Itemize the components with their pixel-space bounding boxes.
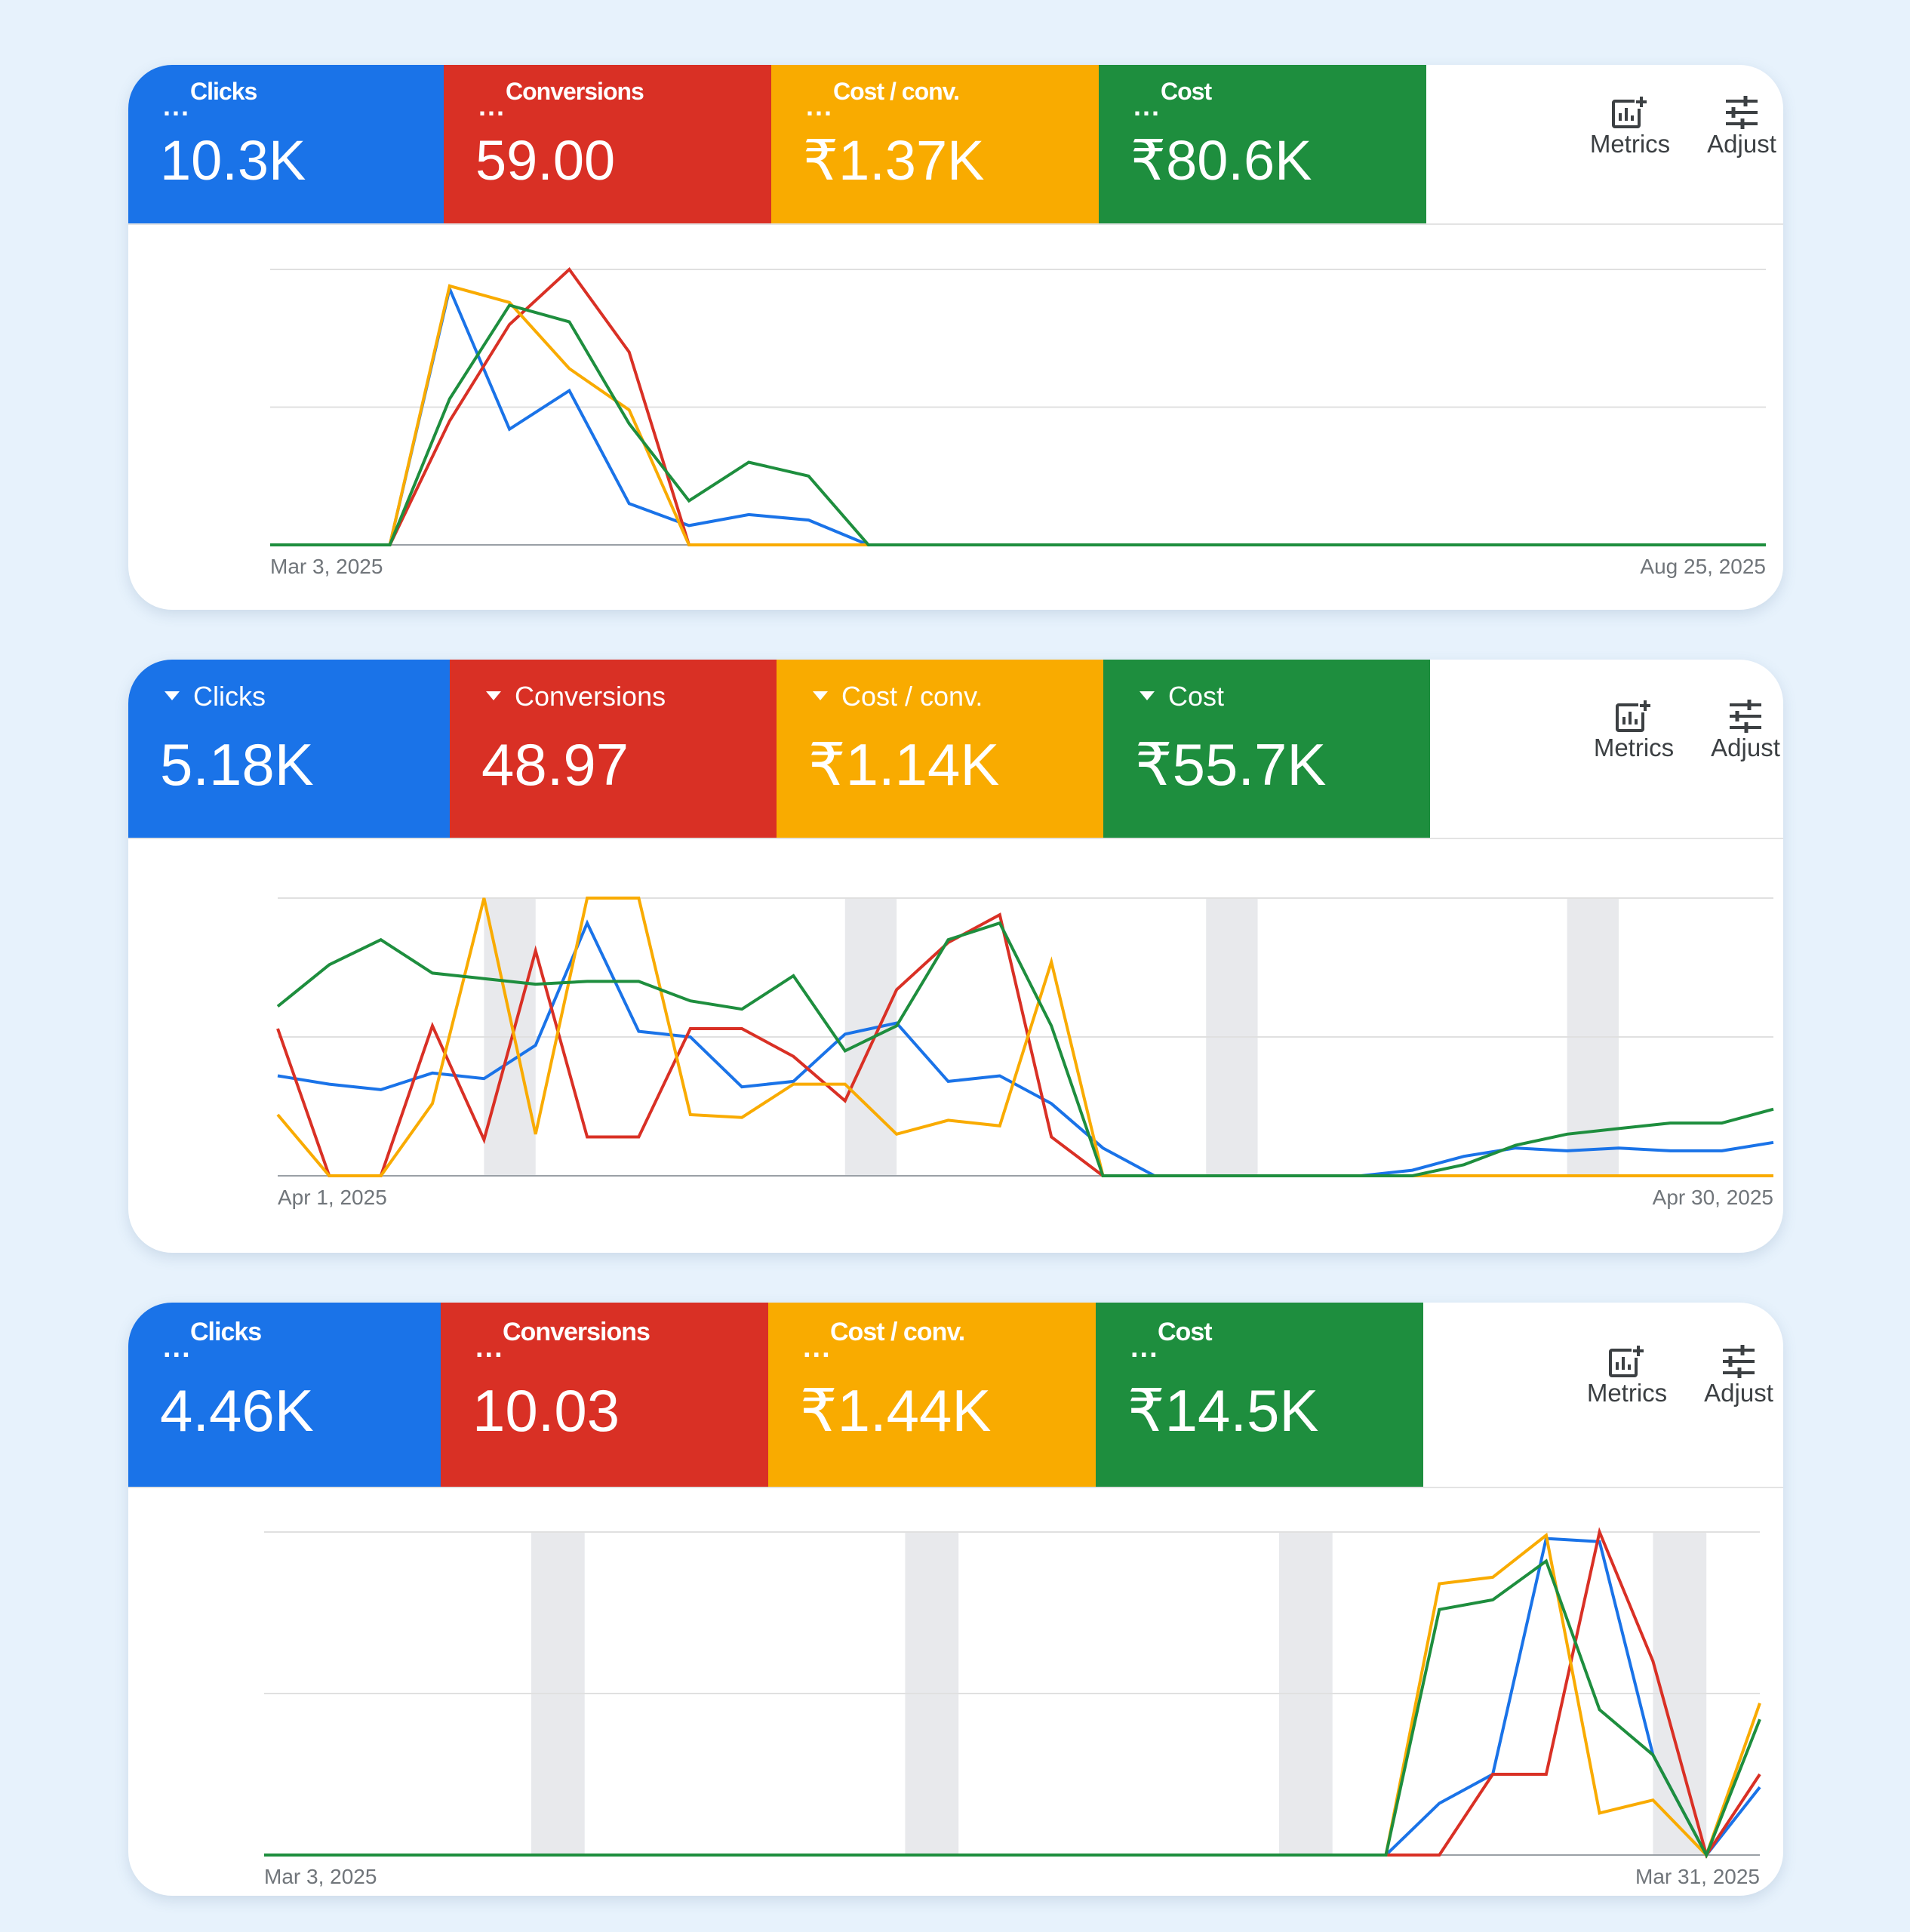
more-options-icon[interactable]: ... <box>1130 1332 1159 1364</box>
series-line-clicks <box>264 1537 1761 1858</box>
metric-value: ₹55.7K <box>1135 731 1327 798</box>
series-line-cost_per_conv <box>270 284 1766 546</box>
adjust-button[interactable]: Adjust <box>1689 95 1783 158</box>
metric-label: Conversions <box>503 1318 651 1346</box>
sliders-icon <box>1689 95 1783 130</box>
metric-label: Cost / conv. <box>841 681 983 712</box>
x-axis-start-label: Apr 1, 2025 <box>278 1186 387 1209</box>
chart-add-icon <box>1577 95 1683 130</box>
chart-svg: Mar 3, 2025 Aug 25, 2025 <box>270 267 1766 578</box>
x-axis-end-label: Mar 31, 2025 <box>1635 1865 1760 1888</box>
metric-tile-cost_per_conv[interactable]: ... Cost / conv. ₹1.44K <box>768 1303 1096 1487</box>
metric-tile-clicks[interactable]: Clicks 5.18K <box>128 660 450 838</box>
chart-add-icon <box>1581 699 1687 734</box>
series-line-cost <box>264 1558 1761 1859</box>
metric-value: ₹1.44K <box>800 1377 992 1444</box>
adjust-label: Adjust <box>1707 130 1776 158</box>
adjust-label: Adjust <box>1711 734 1780 761</box>
sliders-icon <box>1693 699 1783 734</box>
header-divider <box>128 223 1783 225</box>
performance-panel-1: ... Clicks 10.3K... Conversions 59.00... Cost… <box>128 65 1783 610</box>
dropdown-caret-icon[interactable] <box>1140 691 1155 700</box>
metric-tile-cost_per_conv[interactable]: ... Cost / conv. ₹1.37K <box>771 65 1099 223</box>
adjust-button[interactable]: Adjust <box>1686 1344 1783 1407</box>
metric-label: Conversions <box>515 681 666 712</box>
more-options-icon[interactable]: ... <box>163 91 191 122</box>
chart-add-icon <box>1574 1344 1680 1379</box>
dropdown-caret-icon[interactable] <box>165 691 180 700</box>
metric-value: 4.46K <box>160 1377 314 1444</box>
series-line-cost <box>276 921 1774 1177</box>
performance-panel-2: Clicks 5.18K Conversions 48.97 Cost / conv. ₹… <box>128 660 1783 1253</box>
more-options-icon[interactable]: ... <box>803 1332 832 1364</box>
more-options-icon[interactable]: ... <box>806 91 834 122</box>
more-options-icon[interactable]: ... <box>163 1332 192 1364</box>
more-options-icon[interactable]: ... <box>478 91 506 122</box>
metrics-button[interactable]: Metrics <box>1574 1344 1680 1407</box>
metric-value: ₹1.37K <box>803 129 985 192</box>
adjust-label: Adjust <box>1704 1379 1773 1407</box>
metric-label: Clicks <box>190 78 257 105</box>
metric-value: ₹1.14K <box>808 731 1000 798</box>
adjust-button[interactable]: Adjust <box>1693 699 1783 762</box>
metric-tile-cost[interactable]: ... Cost ₹14.5K <box>1096 1303 1423 1487</box>
metric-tile-clicks[interactable]: ... Clicks 10.3K <box>128 65 444 223</box>
header-divider <box>128 1487 1783 1488</box>
metric-label: Clicks <box>193 681 266 712</box>
metrics-label: Metrics <box>1586 1379 1668 1407</box>
more-options-icon[interactable]: ... <box>475 1332 504 1364</box>
performance-panel-3: ... Clicks 4.46K... Conversions 10.03... Cost… <box>128 1303 1783 1896</box>
metric-tile-conversions[interactable]: ... Conversions 59.00 <box>444 65 771 223</box>
metric-value: 5.18K <box>160 731 314 798</box>
metrics-button[interactable]: Metrics <box>1581 699 1687 762</box>
sliders-icon <box>1686 1344 1783 1379</box>
chart-svg: Apr 1, 2025 Apr 30, 2025 <box>276 897 1774 1209</box>
metric-tile-cost[interactable]: ... Cost ₹80.6K <box>1099 65 1426 223</box>
metric-tile-cost_per_conv[interactable]: Cost / conv. ₹1.14K <box>777 660 1103 838</box>
metric-label: Cost <box>1158 1318 1213 1346</box>
metric-value: 48.97 <box>481 731 629 798</box>
metric-value: 10.3K <box>160 129 306 192</box>
metric-label: Cost <box>1168 681 1225 712</box>
series-line-cost_per_conv <box>276 897 1773 1177</box>
metric-label: Cost / conv. <box>830 1318 965 1346</box>
metric-label: Clicks <box>190 1318 262 1346</box>
metric-label: Cost <box>1161 78 1212 105</box>
metric-tile-clicks[interactable]: ... Clicks 4.46K <box>128 1303 441 1487</box>
metric-value: ₹80.6K <box>1130 129 1312 192</box>
metrics-label: Metrics <box>1589 130 1671 158</box>
x-axis-end-label: Aug 25, 2025 <box>1640 555 1766 578</box>
metric-value: 59.00 <box>475 129 616 192</box>
metric-value: 10.03 <box>472 1377 620 1444</box>
series-line-clicks <box>277 919 1774 1177</box>
dropdown-caret-icon[interactable] <box>813 691 828 700</box>
metric-tile-conversions[interactable]: Conversions 48.97 <box>450 660 777 838</box>
header-divider <box>128 838 1783 839</box>
x-axis-start-label: Mar 3, 2025 <box>270 555 383 578</box>
metric-tile-conversions[interactable]: ... Conversions 10.03 <box>441 1303 768 1487</box>
series-line-cost <box>270 303 1766 546</box>
metric-label: Cost / conv. <box>833 78 960 105</box>
metrics-label: Metrics <box>1593 734 1675 761</box>
dropdown-caret-icon[interactable] <box>486 691 501 700</box>
metrics-button[interactable]: Metrics <box>1577 95 1683 158</box>
metric-label: Conversions <box>506 78 644 105</box>
x-axis-end-label: Apr 30, 2025 <box>1653 1186 1773 1209</box>
x-axis-start-label: Mar 3, 2025 <box>264 1865 377 1888</box>
chart-svg: Mar 3, 2025 Mar 31, 2025 <box>264 1527 1761 1888</box>
metric-tile-cost[interactable]: Cost ₹55.7K <box>1103 660 1430 838</box>
metric-value: ₹14.5K <box>1127 1377 1319 1444</box>
more-options-icon[interactable]: ... <box>1133 91 1161 122</box>
